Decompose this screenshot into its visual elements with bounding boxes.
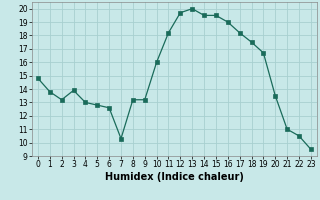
X-axis label: Humidex (Indice chaleur): Humidex (Indice chaleur) <box>105 172 244 182</box>
